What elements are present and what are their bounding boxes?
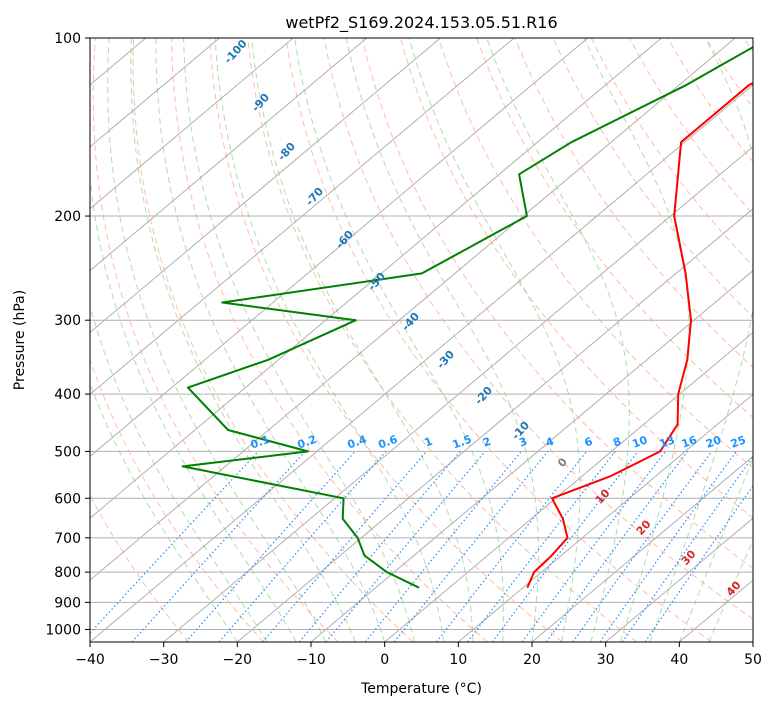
y-tick-label: 200 xyxy=(54,209,81,225)
x-tick-label: 30 xyxy=(597,652,615,668)
x-tick-label: 20 xyxy=(523,652,541,668)
x-tick-label: 10 xyxy=(449,652,467,668)
y-tick-label: 100 xyxy=(54,31,81,47)
x-tick-label: 50 xyxy=(744,652,762,668)
x-tick-label: −20 xyxy=(223,652,253,668)
y-tick-label: 800 xyxy=(54,565,81,581)
y-axis-label: Pressure (hPa) xyxy=(12,290,28,390)
x-tick-label: −10 xyxy=(296,652,326,668)
chart-title: wetPf2_S169.2024.153.05.51.R16 xyxy=(285,13,557,33)
x-tick-label: 40 xyxy=(670,652,688,668)
y-tick-label: 1000 xyxy=(45,622,81,638)
x-tick-label: 0 xyxy=(380,652,389,668)
x-tick-label: −30 xyxy=(149,652,179,668)
y-tick-label: 700 xyxy=(54,531,81,547)
y-tick-label: 600 xyxy=(54,491,81,507)
y-tick-label: 500 xyxy=(54,444,81,460)
y-tick-label: 300 xyxy=(54,313,81,329)
x-tick-label: −40 xyxy=(75,652,105,668)
y-tick-label: 900 xyxy=(54,595,81,611)
y-tick-label: 400 xyxy=(54,387,81,403)
x-axis-label: Temperature (°C) xyxy=(360,681,482,697)
